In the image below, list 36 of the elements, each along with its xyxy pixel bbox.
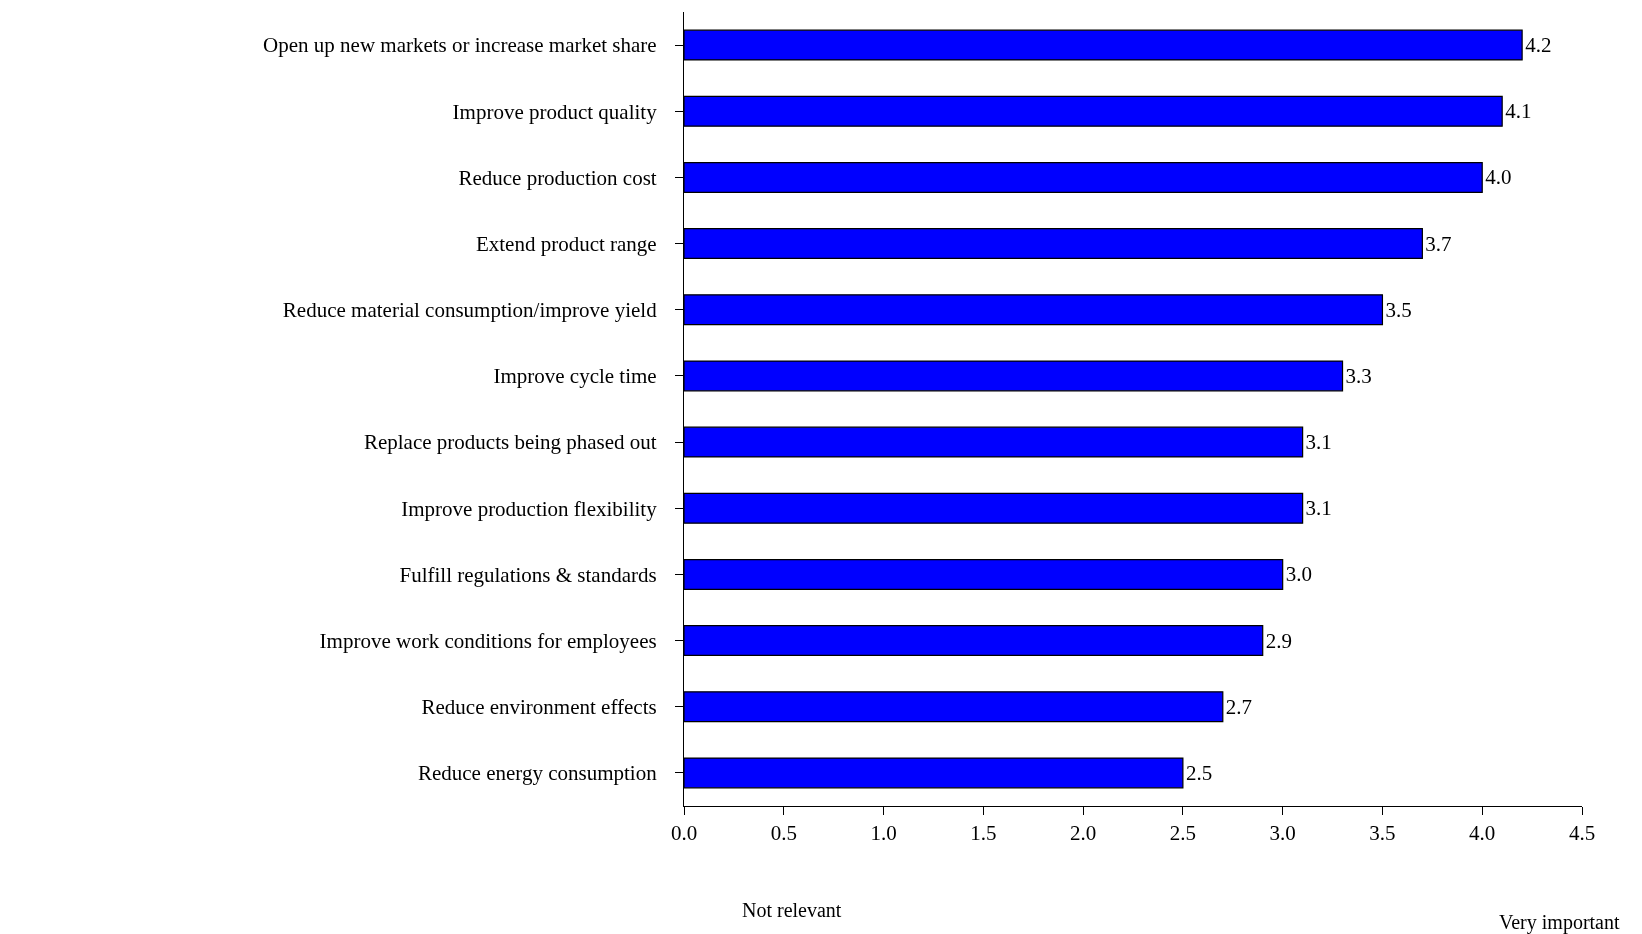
x-tick-label: 3.5 [1369, 821, 1396, 846]
x-tick-label: 0.0 [670, 821, 698, 846]
data-label: 3.1 [1305, 430, 1332, 455]
data-label: 3.0 [1285, 562, 1312, 587]
data-label: 3.3 [1345, 363, 1372, 388]
y-tick-label: Reduce energy consumption [417, 761, 658, 786]
y-tick-label: Improve production flexibility [401, 496, 658, 521]
data-label: 3.5 [1385, 297, 1412, 322]
data-label: 2.7 [1225, 694, 1253, 719]
data-label: 2.5 [1185, 760, 1213, 785]
x-tick-label: 4.0 [1469, 821, 1496, 846]
x-tick-label: 1.0 [870, 821, 897, 846]
x-tick-label: 1.5 [970, 821, 997, 846]
data-label: 4.0 [1485, 165, 1512, 190]
y-tick-label: Improve cycle time [493, 364, 657, 389]
data-label: 4.1 [1505, 99, 1532, 124]
data-label: 3.1 [1305, 496, 1332, 521]
y-tick-label: Reduce material consumption/improve yield [282, 298, 658, 323]
data-label: 4.2 [1525, 33, 1552, 58]
y-tick-label: Reduce environment effects [421, 695, 657, 720]
y-tick-label: Improve work conditions for employees [319, 628, 657, 653]
y-tick-label: Replace products being phased out [363, 430, 657, 455]
x-tick-label: 4.5 [1568, 821, 1596, 846]
y-tick-label: Reduce production cost [458, 165, 657, 190]
y-tick-label: Fulfill regulations & standards [399, 562, 657, 587]
y-tick-label: Extend product range [475, 231, 657, 256]
data-label: 2.9 [1265, 628, 1292, 653]
y-tick-label: Open up new markets or increase market share [263, 33, 657, 58]
y-tick-label: Improve product quality [452, 99, 658, 124]
text: Very important [1499, 911, 1620, 934]
x-tick-label: 0.5 [770, 821, 797, 846]
x-tick-label: 3.0 [1269, 821, 1296, 846]
data-label: 3.7 [1425, 231, 1452, 256]
x-tick-label: 2.0 [1069, 821, 1097, 846]
text: Not relevant [742, 899, 842, 921]
x-tick-label: 2.5 [1169, 821, 1197, 846]
